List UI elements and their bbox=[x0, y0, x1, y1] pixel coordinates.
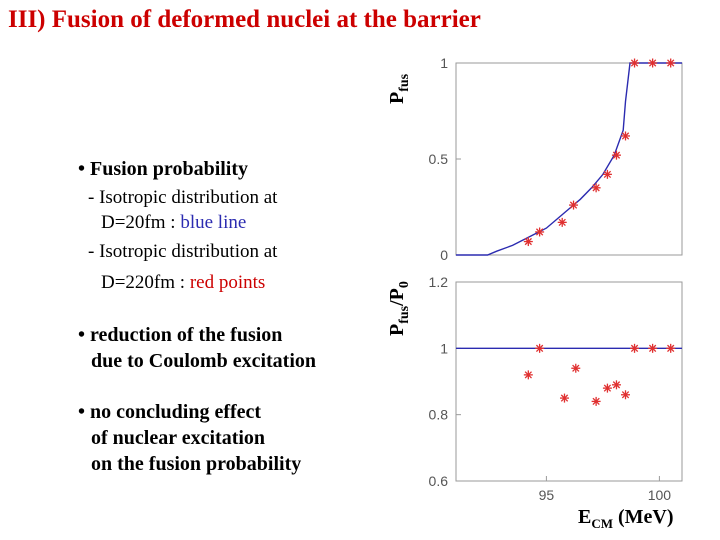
bottom-panel-ytick-label: 0.8 bbox=[429, 407, 449, 423]
top-panel-red-point bbox=[523, 237, 533, 247]
top-panel-ytick-label: 0.5 bbox=[429, 151, 449, 167]
isotropic-220fm-prefix: D=220fm : bbox=[101, 272, 190, 293]
top-panel-red-point bbox=[621, 131, 630, 141]
isotropic-20fm-prefix: D=20fm : bbox=[101, 212, 181, 233]
top-panel-red-point bbox=[591, 183, 601, 193]
bullet-reduction-line2: due to Coulomb excitation bbox=[91, 350, 316, 372]
bottom-panel-red-point bbox=[621, 390, 630, 400]
slide-title: III) Fusion of deformed nuclei at the ba… bbox=[8, 6, 481, 33]
bottom-panel-red-point bbox=[648, 343, 658, 353]
isotropic-220fm-line1: - Isotropic distribution at bbox=[88, 241, 278, 262]
bottom-panel-red-point bbox=[591, 396, 601, 406]
bottom-panel-ytick-label: 1.2 bbox=[429, 274, 449, 290]
top-panel-red-point bbox=[569, 200, 579, 210]
top-panel-red-point bbox=[648, 58, 658, 68]
bottom-panel-red-point bbox=[630, 343, 640, 353]
blue-line-label: blue line bbox=[180, 212, 247, 233]
top-panel-red-point bbox=[557, 217, 567, 227]
top-panel-red-point bbox=[630, 58, 640, 68]
top-panel-blue-line bbox=[456, 62, 682, 256]
bottom-panel-ytick-label: 1 bbox=[440, 340, 448, 356]
top-panel-frame bbox=[455, 62, 683, 256]
bottom-panel-red-point bbox=[602, 383, 612, 393]
bottom-panel-red-point bbox=[611, 380, 621, 390]
bullet-no-effect-line1: • no concluding effect bbox=[78, 401, 262, 423]
x-axis-label: ECM (MeV) bbox=[578, 506, 674, 531]
bullet-reduction-line1: • reduction of the fusion bbox=[78, 324, 283, 346]
isotropic-220fm-line2: D=220fm : red points bbox=[101, 271, 265, 295]
bottom-panel-red-point bbox=[571, 363, 581, 373]
isotropic-20fm-line2: D=20fm : blue line bbox=[101, 211, 246, 235]
red-points-label: red points bbox=[189, 272, 266, 293]
bottom-panel-ytick-label: 0.6 bbox=[429, 473, 449, 489]
bottom-panel-red-point bbox=[559, 393, 569, 403]
bullet-no-effect-line3: on the fusion probability bbox=[91, 453, 302, 475]
isotropic-20fm-line1: - Isotropic distribution at bbox=[88, 187, 278, 208]
bottom-panel-frame bbox=[455, 281, 683, 482]
bottom-panel-red-point bbox=[666, 343, 676, 353]
bottom-panel-xtick-label: 95 bbox=[539, 487, 555, 503]
bullet-no-effect-line2: of nuclear excitation bbox=[91, 427, 266, 449]
fusion-chart: 0 0.5 1 0.6 0.8 1 1.2 95 100 bbox=[429, 55, 683, 503]
top-panel-red-point bbox=[611, 150, 621, 160]
top-panel-red-point bbox=[535, 227, 545, 237]
top-panel-red-point bbox=[602, 169, 612, 179]
bullet-fusion-probability: • Fusion probability bbox=[78, 158, 249, 180]
top-panel-red-point bbox=[666, 58, 676, 68]
bottom-panel-red-point bbox=[535, 343, 545, 353]
top-panel-ytick-label: 1 bbox=[440, 55, 448, 71]
bottom-panel-xtick-label: 100 bbox=[648, 487, 672, 503]
top-panel-ytick-label: 0 bbox=[440, 247, 448, 263]
bottom-panel-red-point bbox=[523, 370, 533, 380]
